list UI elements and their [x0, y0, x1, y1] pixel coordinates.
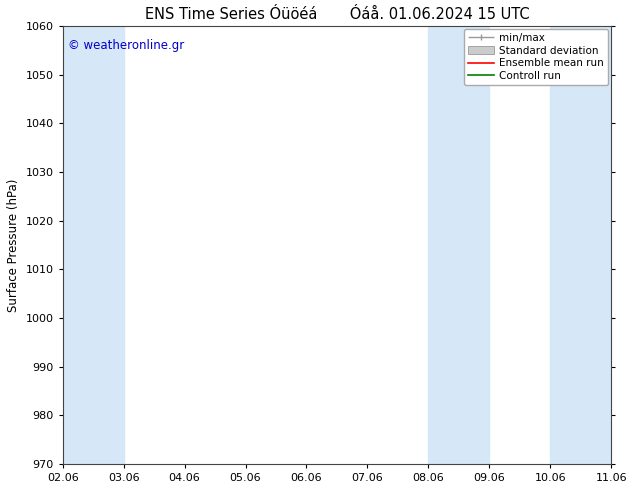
- Y-axis label: Surface Pressure (hPa): Surface Pressure (hPa): [7, 178, 20, 312]
- Bar: [550, 26, 611, 464]
- Bar: [63, 26, 124, 464]
- Title: ENS Time Series Óüöéá       Óáå. 01.06.2024 15 UTC: ENS Time Series Óüöéá Óáå. 01.06.2024 15…: [145, 7, 529, 22]
- Bar: [429, 26, 489, 464]
- Legend: min/max, Standard deviation, Ensemble mean run, Controll run: min/max, Standard deviation, Ensemble me…: [464, 29, 608, 85]
- Text: © weatheronline.gr: © weatheronline.gr: [68, 39, 184, 52]
